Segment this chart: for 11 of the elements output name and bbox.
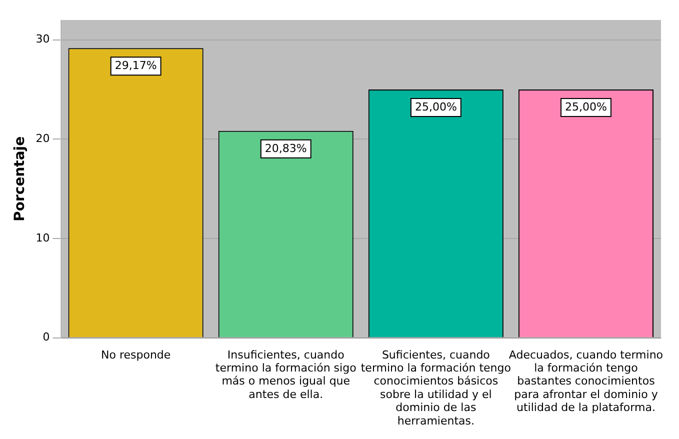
x-tick-label: Insuficientes, cuando termino la formación sigo más o menos igual que antes de ella. xyxy=(215,348,357,401)
data-label: 25,00% xyxy=(565,100,607,114)
data-label: 29,17% xyxy=(114,58,157,72)
y-tick-label: 0 xyxy=(42,330,50,344)
data-label: 20,83% xyxy=(264,142,307,155)
x-tick-label: No responde xyxy=(100,348,171,362)
y-tick-label: 20 xyxy=(36,132,50,146)
data-label: 25,00% xyxy=(414,100,457,114)
y-tick-label: 30 xyxy=(36,32,50,46)
y-tick-label: 10 xyxy=(36,231,50,244)
y-axis-title: Porcentaje xyxy=(12,136,28,222)
